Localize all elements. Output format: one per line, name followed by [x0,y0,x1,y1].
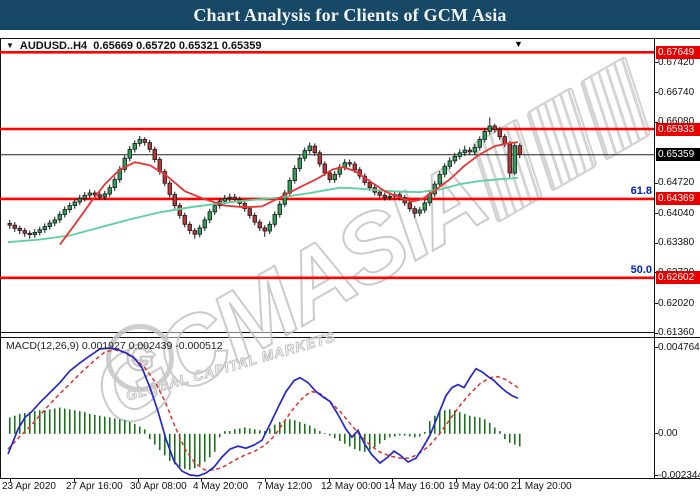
chart-header: ▼ AUDUSD..H4 0.65669 0.65720 0.65321 0.65… [6,40,262,52]
date-tick-label: 23 Apr 2020 [2,481,56,492]
frame-top [0,38,700,39]
macd-indicator-label: MACD(12,26,9) 0.001927 0.002439 -0.00051… [6,340,223,352]
date-tick-mark [265,478,266,482]
macd-tick-label: 0.004764 [658,341,700,353]
watermark-logo-letter: G [125,336,155,379]
symbol-timeframe-label: AUDUSD..H4 [19,40,88,52]
date-tick-mark [392,478,393,482]
main-plot-area[interactable] [0,38,654,338]
price-tick-label: 0.66740 [658,86,695,98]
price-tick-mark [654,332,658,334]
date-tick-label: 30 Apr 08:00 [130,481,187,492]
price-level-badge: 0.67649 [656,45,700,59]
date-tick-label: 7 May 12:00 [257,481,313,492]
price-level-badge: 0.65933 [656,122,700,136]
macd-tick-mark [654,433,658,435]
ohlc-values: 0.65669 0.65720 0.65321 0.65359 [93,40,262,52]
macd-plot-area[interactable] [0,337,654,483]
price-tick-label: 0.63380 [658,237,695,249]
date-tick-mark [519,478,520,482]
main-macd-separator-bottom [0,337,700,338]
price-tick-label: 0.66080 [658,116,700,127]
title-bar: Chart Analysis for Clients of GCM Asia [0,0,700,30]
price-tick-mark [654,242,658,244]
date-tick-mark [201,478,202,482]
date-tick-mark [138,478,139,482]
price-level-badge: 0.64369 [656,192,700,206]
frame-left [0,38,1,479]
macd-tick-mark [654,475,658,477]
macd-tick-label: 0.00 [658,427,678,439]
date-tick-label: 21 May 20:00 [511,481,572,492]
last-bar-marker-icon[interactable]: ▼ [514,39,523,49]
main-macd-separator-top [0,332,654,333]
current-price-badge: 0.65359 [656,148,700,162]
symbol-dropdown-icon[interactable]: ▼ [6,41,14,50]
price-tick-mark [654,303,658,305]
price-tick-label: 0.67420 [658,56,695,68]
date-tick-label: 27 Apr 16:00 [66,481,123,492]
price-tick-mark [654,92,658,94]
price-tick-mark [654,121,658,123]
fibonacci-level-label: 50.0 [630,263,652,276]
macd-tick-label: -0.002344 [658,469,700,481]
price-axis-line [654,38,655,479]
date-tick-mark [10,478,11,482]
price-tick-label: 0.64040 [658,207,695,219]
price-level-badge: 0.62602 [656,271,700,285]
date-tick-label: 12 May 00:00 [321,481,382,492]
date-tick-label: 14 May 16:00 [384,481,445,492]
page-title: Chart Analysis for Clients of GCM Asia [193,4,507,25]
price-tick-label: 0.61360 [658,327,695,339]
fibonacci-level-label: 61.8 [630,184,652,197]
watermark-logo-circle: G [106,324,174,392]
price-tick-mark [654,182,658,184]
price-tick-mark [654,213,658,215]
price-tick-label: 0.62020 [658,297,695,309]
date-tick-mark [74,478,75,482]
price-tick-label: 0.64720 [658,177,695,189]
date-tick-label: 19 May 04:00 [448,481,509,492]
price-tick-mark [654,62,658,64]
macd-tick-mark [654,347,658,349]
date-tick-label: 4 May 20:00 [193,481,249,492]
date-tick-mark [329,478,330,482]
date-tick-mark [456,478,457,482]
frame-bottom [0,478,700,479]
